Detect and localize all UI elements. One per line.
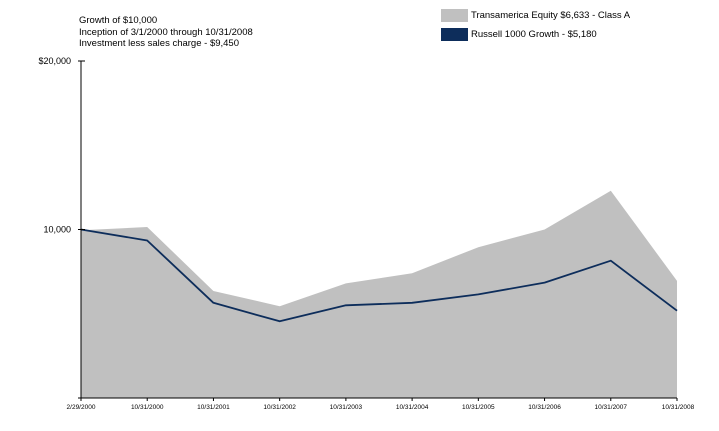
series-line-index (80, 228, 678, 323)
legend-swatch-fund (441, 9, 468, 22)
legend-item-index: Russell 1000 Growth - $5,180 (441, 27, 630, 42)
x-tick-label: 10/31/2005 (462, 404, 495, 411)
x-tick-label: 10/31/2001 (197, 404, 230, 411)
legend-label-fund: Transamerica Equity $6,633 - Class A (471, 10, 631, 21)
legend-swatch-index (441, 28, 468, 41)
x-tick-label: 10/31/2002 (263, 404, 296, 411)
chart-title: Growth of $10,000 (79, 15, 158, 26)
chart-investment-note: Investment less sales charge - $9,450 (79, 38, 240, 49)
chart-header: Growth of $10,000 Inception of 3/1/2000 … (79, 15, 253, 50)
chart-period: Inception of 3/1/2000 through 10/31/2008 (79, 26, 253, 38)
x-tick-label: 10/31/2004 (396, 404, 429, 411)
x-tick-label: 10/31/2006 (528, 404, 561, 411)
series-area-fund (81, 190, 677, 398)
y-tick-label: 10,000 (43, 225, 71, 235)
x-tick-label: 10/31/2007 (595, 404, 628, 411)
x-tick-label: 10/31/2003 (330, 404, 363, 411)
x-tick-label: 2/29/2000 (67, 404, 96, 411)
y-tick-label: $20,000 (38, 56, 71, 66)
chart-legend: Transamerica Equity $6,633 - Class A Rus… (441, 8, 630, 46)
legend-label-index: Russell 1000 Growth - $5,180 (471, 29, 597, 40)
x-tick-label: 10/31/2008 (662, 404, 695, 411)
x-tick-label: 10/31/2000 (131, 404, 164, 411)
legend-item-fund: Transamerica Equity $6,633 - Class A (441, 8, 630, 23)
